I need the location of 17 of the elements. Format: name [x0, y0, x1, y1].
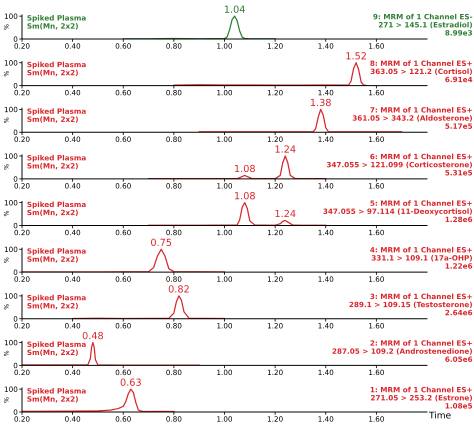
annotation: 1.04: [224, 6, 245, 13]
annotation: 1.08: [234, 192, 255, 200]
line-series: [22, 388, 174, 412]
annotation: 1.24: [275, 145, 296, 153]
annotation: 0.48: [82, 332, 104, 340]
x-axis-title: Time: [429, 412, 451, 419]
annotation: 0.82: [168, 285, 189, 293]
annotation: 1.38: [310, 98, 331, 106]
annotation: 0.63: [120, 378, 141, 386]
annotation: 0.75: [151, 238, 172, 246]
annotation: 1.24: [275, 210, 296, 218]
line-series: [173, 62, 367, 86]
annotation: 1.08: [234, 164, 255, 172]
line-series: [148, 155, 326, 179]
line-series: [122, 16, 276, 39]
line-series: [22, 342, 200, 366]
annotation: 1.52: [346, 52, 366, 60]
